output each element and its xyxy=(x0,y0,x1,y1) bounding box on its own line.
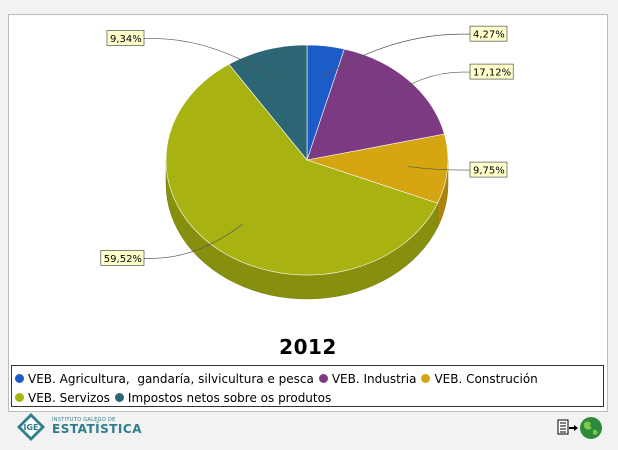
legend-label: VEB. Construción xyxy=(434,371,538,386)
logo-title: ESTATÍSTICA xyxy=(52,422,142,437)
legend-marker xyxy=(318,374,328,383)
logo-subtitle: INSTITUTO GALEGO DE xyxy=(52,417,116,424)
ige-logo[interactable]: IGE INSTITUTO GALEGO DE ESTATÍSTICA xyxy=(16,412,142,442)
chart-frame: 4,27% 17,12% 9,75% 59,52% 9,34% 2012 VEB. Ag… xyxy=(8,14,608,412)
legend-item[interactable]: VEB. Industria xyxy=(318,371,417,386)
legend: VEB. Agricultura, gandaría, silvicultura… xyxy=(11,365,604,407)
label-leader-line xyxy=(320,33,470,79)
data-label: 4,27% xyxy=(469,25,508,42)
legend-item[interactable]: VEB. Servizos xyxy=(15,391,110,405)
legend-marker xyxy=(15,393,24,402)
svg-text:9,75%: 9,75% xyxy=(473,166,505,177)
footer-icons xyxy=(557,416,603,440)
pie-slice[interactable] xyxy=(305,133,449,204)
legend-label: VEB. Agricultura, gandaría, silvicultura… xyxy=(28,371,314,386)
ige-logo-mark-icon: IGE xyxy=(17,413,45,441)
legend-item[interactable]: VEB. Construción xyxy=(421,371,538,386)
svg-text:59,52%: 59,52% xyxy=(104,254,142,265)
legend-item[interactable]: Impostos netos sobre os produtos xyxy=(114,390,332,405)
svg-text:17,12%: 17,12% xyxy=(473,68,511,79)
legend-item[interactable]: VEB. Agricultura, gandaría, silvicultura… xyxy=(15,372,314,386)
svg-text:9,34%: 9,34% xyxy=(110,34,142,45)
pie-slice[interactable] xyxy=(165,63,439,276)
data-label: 17,12% xyxy=(469,63,514,80)
data-label: 9,75% xyxy=(469,161,508,178)
label-leader-line xyxy=(144,38,278,82)
legend-label: VEB. Servizos xyxy=(28,390,110,405)
legend-marker xyxy=(15,374,24,383)
legend-marker xyxy=(114,393,124,402)
label-leader-line xyxy=(144,223,243,259)
pie-slice[interactable] xyxy=(228,44,308,161)
svg-text:4,27%: 4,27% xyxy=(473,30,505,41)
label-leader-line xyxy=(408,166,470,171)
legend-label: VEB. Industria xyxy=(331,371,417,386)
document-export-icon[interactable] xyxy=(557,418,579,438)
pie-chart: 4,27% 17,12% 9,75% 59,52% 9,34% xyxy=(100,25,514,300)
legend-label: Impostos netos sobre os produtos xyxy=(127,390,332,405)
chart-title: 2012 xyxy=(279,335,337,359)
data-label: 59,52% xyxy=(100,250,145,266)
legend-marker xyxy=(421,374,431,383)
label-leader-line xyxy=(380,71,470,103)
globe-icon[interactable] xyxy=(579,416,603,440)
pie-slice[interactable] xyxy=(306,48,445,161)
svg-text:IGE: IGE xyxy=(23,423,38,432)
data-label: 9,34% xyxy=(106,30,145,46)
